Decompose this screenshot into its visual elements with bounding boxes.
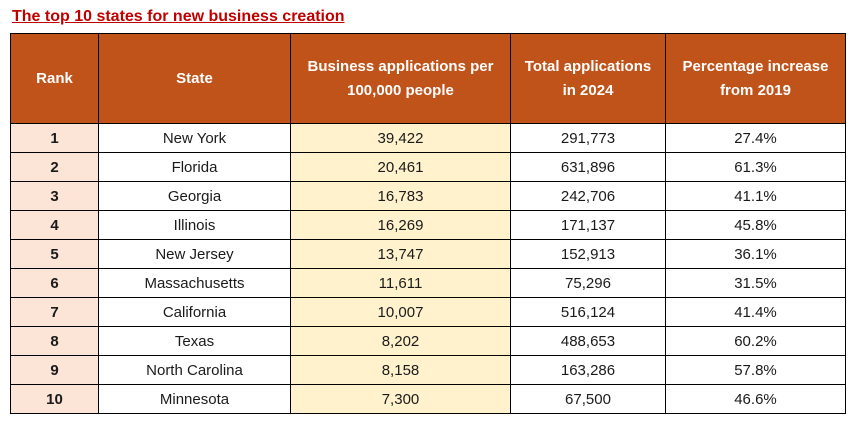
total-apps-cell: 488,653 (510, 326, 666, 356)
total-apps-cell: 291,773 (510, 123, 666, 153)
state-cell: California (98, 297, 291, 327)
rank-cell: 5 (10, 239, 99, 269)
header-row: Rank State Business applications per 100,0… (10, 33, 846, 124)
state-cell: North Carolina (98, 355, 291, 385)
apps-per-100k-cell: 16,269 (290, 210, 511, 240)
state-cell: Georgia (98, 181, 291, 211)
rank-cell: 8 (10, 326, 99, 356)
table-header: Rank State Business applications per 100,0… (10, 33, 846, 124)
state-cell: Illinois (98, 210, 291, 240)
table-row: 7 California 10,007 516,124 41.4% (10, 297, 846, 327)
table-row: 6 Massachusetts 11,611 75,296 31.5% (10, 268, 846, 298)
table-row: 8 Texas 8,202 488,653 60.2% (10, 326, 846, 356)
apps-per-100k-cell: 13,747 (290, 239, 511, 269)
column-header-total-apps: Total applications in 2024 (510, 33, 666, 124)
apps-per-100k-cell: 10,007 (290, 297, 511, 327)
pct-increase-cell: 57.8% (665, 355, 846, 385)
apps-per-100k-cell: 39,422 (290, 123, 511, 153)
table-row: 2 Florida 20,461 631,896 61.3% (10, 152, 846, 182)
rank-cell: 6 (10, 268, 99, 298)
apps-per-100k-cell: 20,461 (290, 152, 511, 182)
pct-increase-cell: 27.4% (665, 123, 846, 153)
pct-increase-cell: 41.1% (665, 181, 846, 211)
rank-cell: 10 (10, 384, 99, 414)
rank-cell: 9 (10, 355, 99, 385)
apps-per-100k-cell: 7,300 (290, 384, 511, 414)
pct-increase-cell: 60.2% (665, 326, 846, 356)
column-header-apps-per-100k: Business applications per 100,000 people (290, 33, 511, 124)
apps-per-100k-cell: 16,783 (290, 181, 511, 211)
page-title: The top 10 states for new business creat… (12, 8, 345, 25)
table-row: 9 North Carolina 8,158 163,286 57.8% (10, 355, 846, 385)
total-apps-cell: 171,137 (510, 210, 666, 240)
column-header-state: State (98, 33, 291, 124)
table-body: 1 New York 39,422 291,773 27.4% 2 Florida 20,46… (10, 123, 846, 414)
state-cell: Massachusetts (98, 268, 291, 298)
page: The top 10 states for new business creat… (10, 8, 846, 414)
rank-cell: 4 (10, 210, 99, 240)
rank-cell: 7 (10, 297, 99, 327)
rank-cell: 2 (10, 152, 99, 182)
table-row: 4 Illinois 16,269 171,137 45.8% (10, 210, 846, 240)
rank-cell: 3 (10, 181, 99, 211)
state-cell: New Jersey (98, 239, 291, 269)
table-row: 10 Minnesota 7,300 67,500 46.6% (10, 384, 846, 414)
total-apps-cell: 75,296 (510, 268, 666, 298)
apps-per-100k-cell: 8,158 (290, 355, 511, 385)
total-apps-cell: 163,286 (510, 355, 666, 385)
state-cell: New York (98, 123, 291, 153)
table-row: 5 New Jersey 13,747 152,913 36.1% (10, 239, 846, 269)
state-cell: Minnesota (98, 384, 291, 414)
state-cell: Texas (98, 326, 291, 356)
apps-per-100k-cell: 8,202 (290, 326, 511, 356)
state-cell: Florida (98, 152, 291, 182)
pct-increase-cell: 41.4% (665, 297, 846, 327)
pct-increase-cell: 46.6% (665, 384, 846, 414)
total-apps-cell: 631,896 (510, 152, 666, 182)
total-apps-cell: 152,913 (510, 239, 666, 269)
column-header-rank: Rank (10, 33, 99, 124)
total-apps-cell: 67,500 (510, 384, 666, 414)
pct-increase-cell: 31.5% (665, 268, 846, 298)
table-row: 1 New York 39,422 291,773 27.4% (10, 123, 846, 153)
total-apps-cell: 242,706 (510, 181, 666, 211)
column-header-pct-increase: Percentage increase from 2019 (665, 33, 846, 124)
rank-cell: 1 (10, 123, 99, 153)
pct-increase-cell: 36.1% (665, 239, 846, 269)
pct-increase-cell: 61.3% (665, 152, 846, 182)
total-apps-cell: 516,124 (510, 297, 666, 327)
apps-per-100k-cell: 11,611 (290, 268, 511, 298)
table-row: 3 Georgia 16,783 242,706 41.1% (10, 181, 846, 211)
states-table: Rank State Business applications per 100,0… (10, 33, 846, 414)
pct-increase-cell: 45.8% (665, 210, 846, 240)
